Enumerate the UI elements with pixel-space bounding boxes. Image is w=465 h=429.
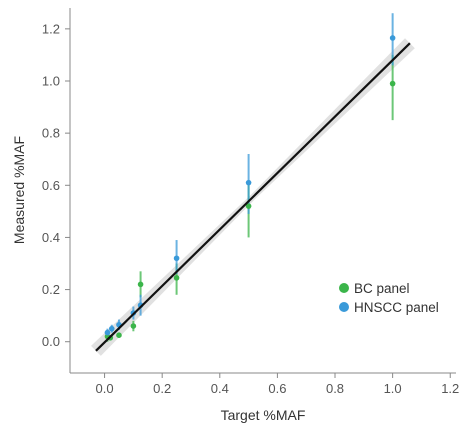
y-tick-label: 0.6: [42, 178, 60, 193]
y-tick-label: 0.2: [42, 282, 60, 297]
x-tick-label: 0.2: [153, 381, 171, 396]
y-tick-label: 0.4: [42, 230, 60, 245]
data-point-hnscc-panel: [104, 329, 111, 336]
data-point-bc-panel: [173, 275, 180, 281]
legend-label-hnscc-panel: HNSCC panel: [354, 300, 439, 315]
x-tick-label: 0.6: [268, 381, 286, 396]
data-point-bc-panel: [116, 332, 122, 338]
data-point-hnscc-panel: [245, 179, 252, 186]
legend-marker-hnscc-panel: [339, 302, 349, 312]
data-point-bc-panel: [130, 323, 137, 329]
y-tick-label: 0.8: [42, 126, 60, 141]
y-tick-label: 0.0: [42, 334, 60, 349]
legend: BC panel HNSCC panel: [339, 281, 439, 315]
x-axis-title: Target %MAF: [221, 407, 306, 423]
data-point-layer: [104, 35, 396, 341]
data-point-bc-panel: [245, 203, 252, 209]
x-tick-label: 0.8: [326, 381, 344, 396]
x-tick-label: 1.0: [384, 381, 402, 396]
y-axis-title: Measured %MAF: [11, 136, 27, 244]
data-point-hnscc-panel: [389, 35, 396, 41]
x-axis-ticks: 0.0 0.2 0.4 0.6 0.8 1.0 1.2: [96, 373, 459, 396]
legend-label-bc-panel: BC panel: [354, 281, 410, 296]
fit-line: [95, 42, 411, 352]
x-tick-label: 0.4: [211, 381, 229, 396]
data-point-hnscc-panel: [173, 255, 180, 262]
x-tick-label: 0.0: [96, 381, 114, 396]
y-tick-label: 1.0: [42, 74, 60, 89]
y-axis-ticks: 0.0 0.2 0.4 0.6 0.8 1.0 1.2: [42, 21, 70, 349]
data-point-bc-panel: [389, 80, 396, 87]
x-tick-label: 1.2: [441, 381, 459, 396]
fit-line-layer: [95, 42, 411, 352]
y-tick-label: 1.2: [42, 21, 60, 36]
data-point-bc-panel: [137, 281, 144, 288]
data-point-hnscc-panel: [108, 325, 115, 332]
legend-marker-bc-panel: [339, 283, 349, 293]
